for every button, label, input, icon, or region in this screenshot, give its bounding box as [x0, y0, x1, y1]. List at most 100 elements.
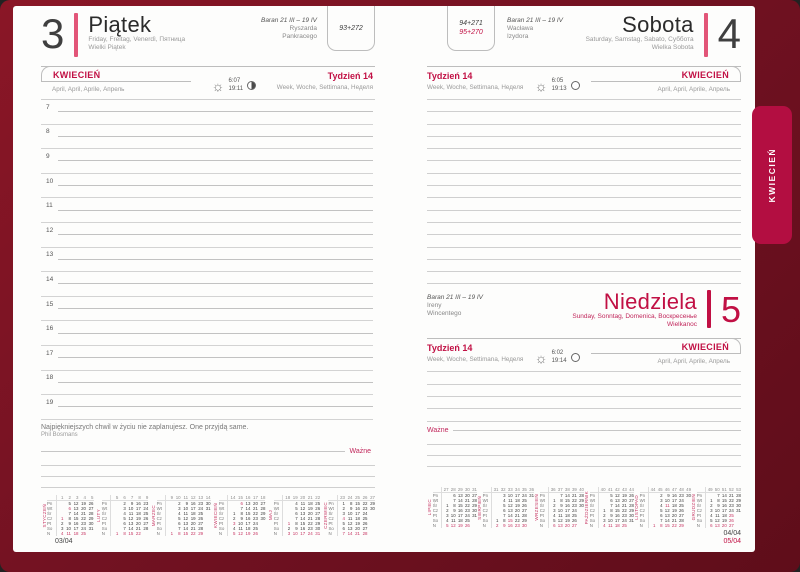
mini-calendar: WRZESIEŃ 36 37 38 39 40 Pn 7 14 21 28 Wt 1 8 15 22 29 Śr 2… [534, 487, 584, 528]
day-cell: 8 [178, 531, 181, 536]
day-cell: 28 [521, 513, 527, 518]
day-cell: 15 [457, 503, 463, 508]
friday-sunset-time: 19:11 [228, 85, 244, 92]
week-number: 4 [78, 495, 86, 501]
weekday-label: So [47, 526, 57, 531]
day-cell [203, 531, 211, 536]
day-cell: 4 [710, 513, 713, 518]
weekday-label: So [432, 518, 442, 523]
day-cell: 17 [671, 498, 677, 503]
mini-calendar: LUTY 5 6 7 8 9 Pn 2 9 16 23 Wt 3 10 17 24 Śr 4 11 18 25 Cz 5 12… [96, 495, 149, 536]
day-cell: 17 [355, 511, 360, 516]
day-cell: 30 [370, 506, 375, 511]
day-cell: 31 [629, 518, 634, 523]
schedule-half-line [41, 309, 375, 322]
week-number: 14 [203, 495, 211, 501]
week-number: 9 [140, 495, 149, 501]
day-cell: 4 [660, 503, 663, 508]
day-cell: 6 [342, 526, 345, 531]
mini-calendar-month-name: CZERWIEC [322, 502, 328, 529]
day-cell: 12 [347, 521, 353, 526]
day-cell: 1 [603, 508, 606, 513]
day-cell: 9 [560, 503, 563, 508]
ruled-line [58, 258, 373, 260]
weekday-label: Pt [273, 521, 284, 526]
weekday-label: Cz [589, 508, 599, 513]
day-cell: 13 [664, 513, 670, 518]
weekday-label: Pn [639, 492, 649, 498]
day-cell: 17 [721, 508, 727, 513]
sunday-holiday-note: Wielkanoc [666, 321, 697, 329]
weekday-label: Pn [218, 500, 229, 506]
day-cell: 28 [678, 518, 684, 523]
day-cell: 28 [260, 506, 266, 511]
day-cell: 4 [503, 498, 506, 503]
day-cell: 10 [607, 518, 613, 523]
day-cell: 10 [183, 506, 189, 511]
day-cell: 2 [553, 503, 556, 508]
mini-calendar-month-name: KWIECIEŃ [213, 502, 219, 529]
week-number: 37 [555, 487, 563, 493]
day-cell: 30 [260, 516, 266, 521]
day-cell: 31 [88, 526, 94, 531]
day-cell: 25 [362, 516, 368, 521]
weekday-label: Pt [539, 513, 549, 518]
week-number: 24 [344, 495, 353, 501]
day-cell: 23 [81, 521, 86, 526]
day-cell: 14 [128, 526, 134, 531]
day-cell: 29 [521, 518, 527, 523]
day-cell: 1 [287, 521, 291, 526]
mini-calendar-month-name: PAŹDZIERNIK [584, 490, 590, 525]
day-cell: 9 [667, 493, 670, 498]
day-cell [627, 523, 634, 528]
ruled-line [41, 221, 373, 223]
day-cell: 14 [564, 493, 570, 498]
day-cell: 10 [238, 521, 243, 526]
week-number: 12 [188, 495, 196, 501]
day-cell: 2 [342, 506, 345, 511]
day-cell: 19 [457, 523, 463, 528]
week-number: 45 [655, 487, 663, 493]
day-cell: 12 [73, 501, 79, 506]
weekday-label: N [328, 531, 338, 536]
sunday-month-translations: April, April, Aprile, Апрель [657, 358, 731, 366]
friday-day-counter-box: 93+272 [327, 6, 375, 51]
day-cell: 13 [457, 493, 463, 498]
day-cell: 28 [315, 516, 321, 521]
friday-accent-bar [74, 13, 79, 57]
friday-week-translations: Week, Woche, Settimana, Неделя [276, 84, 374, 91]
day-cell: 16 [507, 523, 513, 528]
day-cell: 24 [728, 508, 734, 513]
mini-calendar: CZERWIEC 23 24 25 26 27 Pn 1 8 15 22 29 Wt 2 9 16 23 30 Śr… [322, 495, 375, 536]
mini-calendar-grid: 27 28 29 30 31 Pn 6 13 20 27 Wt 7 14 21 28 Śr 1 8 15 22 29 Cz… [432, 487, 477, 528]
day-cell: 1 [710, 498, 713, 503]
week-number: 49 [705, 487, 713, 493]
mini-calendar: MARZEC 9 10 11 12 13 14 Pn 2 9 16 23 30 Wt 3 10 17 24 31 Śr… [151, 495, 211, 536]
week-number: 17 [250, 495, 258, 501]
day-cell: 24 [362, 511, 368, 516]
mini-calendar-grid: 14 15 16 17 18 Pn 6 13 20 27 Wt 7 14 21 28 Śr 1 8 15 22 29 Cz… [218, 495, 266, 536]
day-cell: 20 [514, 508, 520, 513]
saturday-sunrise-time: 6:05 [551, 78, 564, 84]
day-cell: 7 [178, 526, 181, 531]
ruled-line [41, 172, 373, 174]
day-cell: 11 [300, 501, 306, 506]
sunday-accent-bar [706, 290, 711, 329]
extra-lines-right [427, 434, 741, 467]
day-cell: 4 [232, 526, 236, 531]
day-cell: 7 [295, 516, 298, 521]
ruled-line [427, 445, 741, 456]
day-cell: 21 [307, 516, 313, 521]
day-cell: 25 [728, 513, 734, 518]
weekday-label: Cz [482, 508, 492, 513]
day-cell: 12 [664, 508, 670, 513]
day-cell: 21 [81, 511, 86, 516]
ruled-line [58, 283, 373, 285]
schedule-hour-line: 7 [41, 100, 375, 113]
day-cell: 2 [178, 501, 181, 506]
day-cell: 5 [232, 531, 236, 536]
schedule-half-line [41, 235, 375, 248]
important-label-left: Ważne [349, 447, 371, 455]
day-cell: 19 [671, 508, 677, 513]
hour-label: 8 [46, 128, 50, 136]
